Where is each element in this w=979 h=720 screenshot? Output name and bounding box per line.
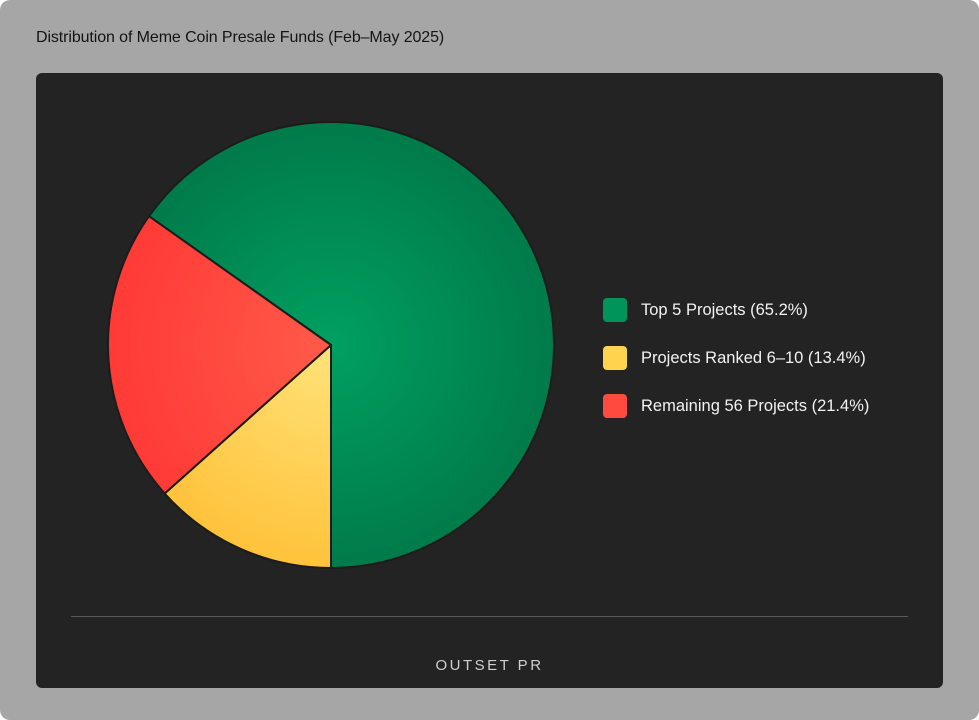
legend-label: Top 5 Projects (65.2%) (641, 300, 808, 319)
legend-swatch (603, 298, 627, 322)
legend-item-1: Top 5 Projects (65.2%) (603, 286, 869, 334)
pie-chart (107, 121, 555, 569)
pie-slice-1 (147, 121, 555, 569)
legend-swatch (603, 394, 627, 418)
chart-panel: Top 5 Projects (65.2%) Projects Ranked 6–… (36, 73, 943, 688)
chart-title: Distribution of Meme Coin Presale Funds … (36, 29, 445, 46)
footer-divider (71, 616, 908, 617)
legend-swatch (603, 346, 627, 370)
legend-item-2: Projects Ranked 6–10 (13.4%) (603, 334, 869, 382)
legend-label: Remaining 56 Projects (21.4%) (641, 396, 870, 415)
brand-logo: OUTSET PR (435, 657, 544, 674)
legend: Top 5 Projects (65.2%) Projects Ranked 6–… (603, 286, 869, 430)
pie-slice-2 (163, 344, 332, 569)
pie-slices (107, 121, 555, 569)
legend-item-3: Remaining 56 Projects (21.4%) (603, 382, 869, 430)
pie-slice-3 (107, 215, 332, 495)
legend-label: Projects Ranked 6–10 (13.4%) (641, 348, 866, 367)
